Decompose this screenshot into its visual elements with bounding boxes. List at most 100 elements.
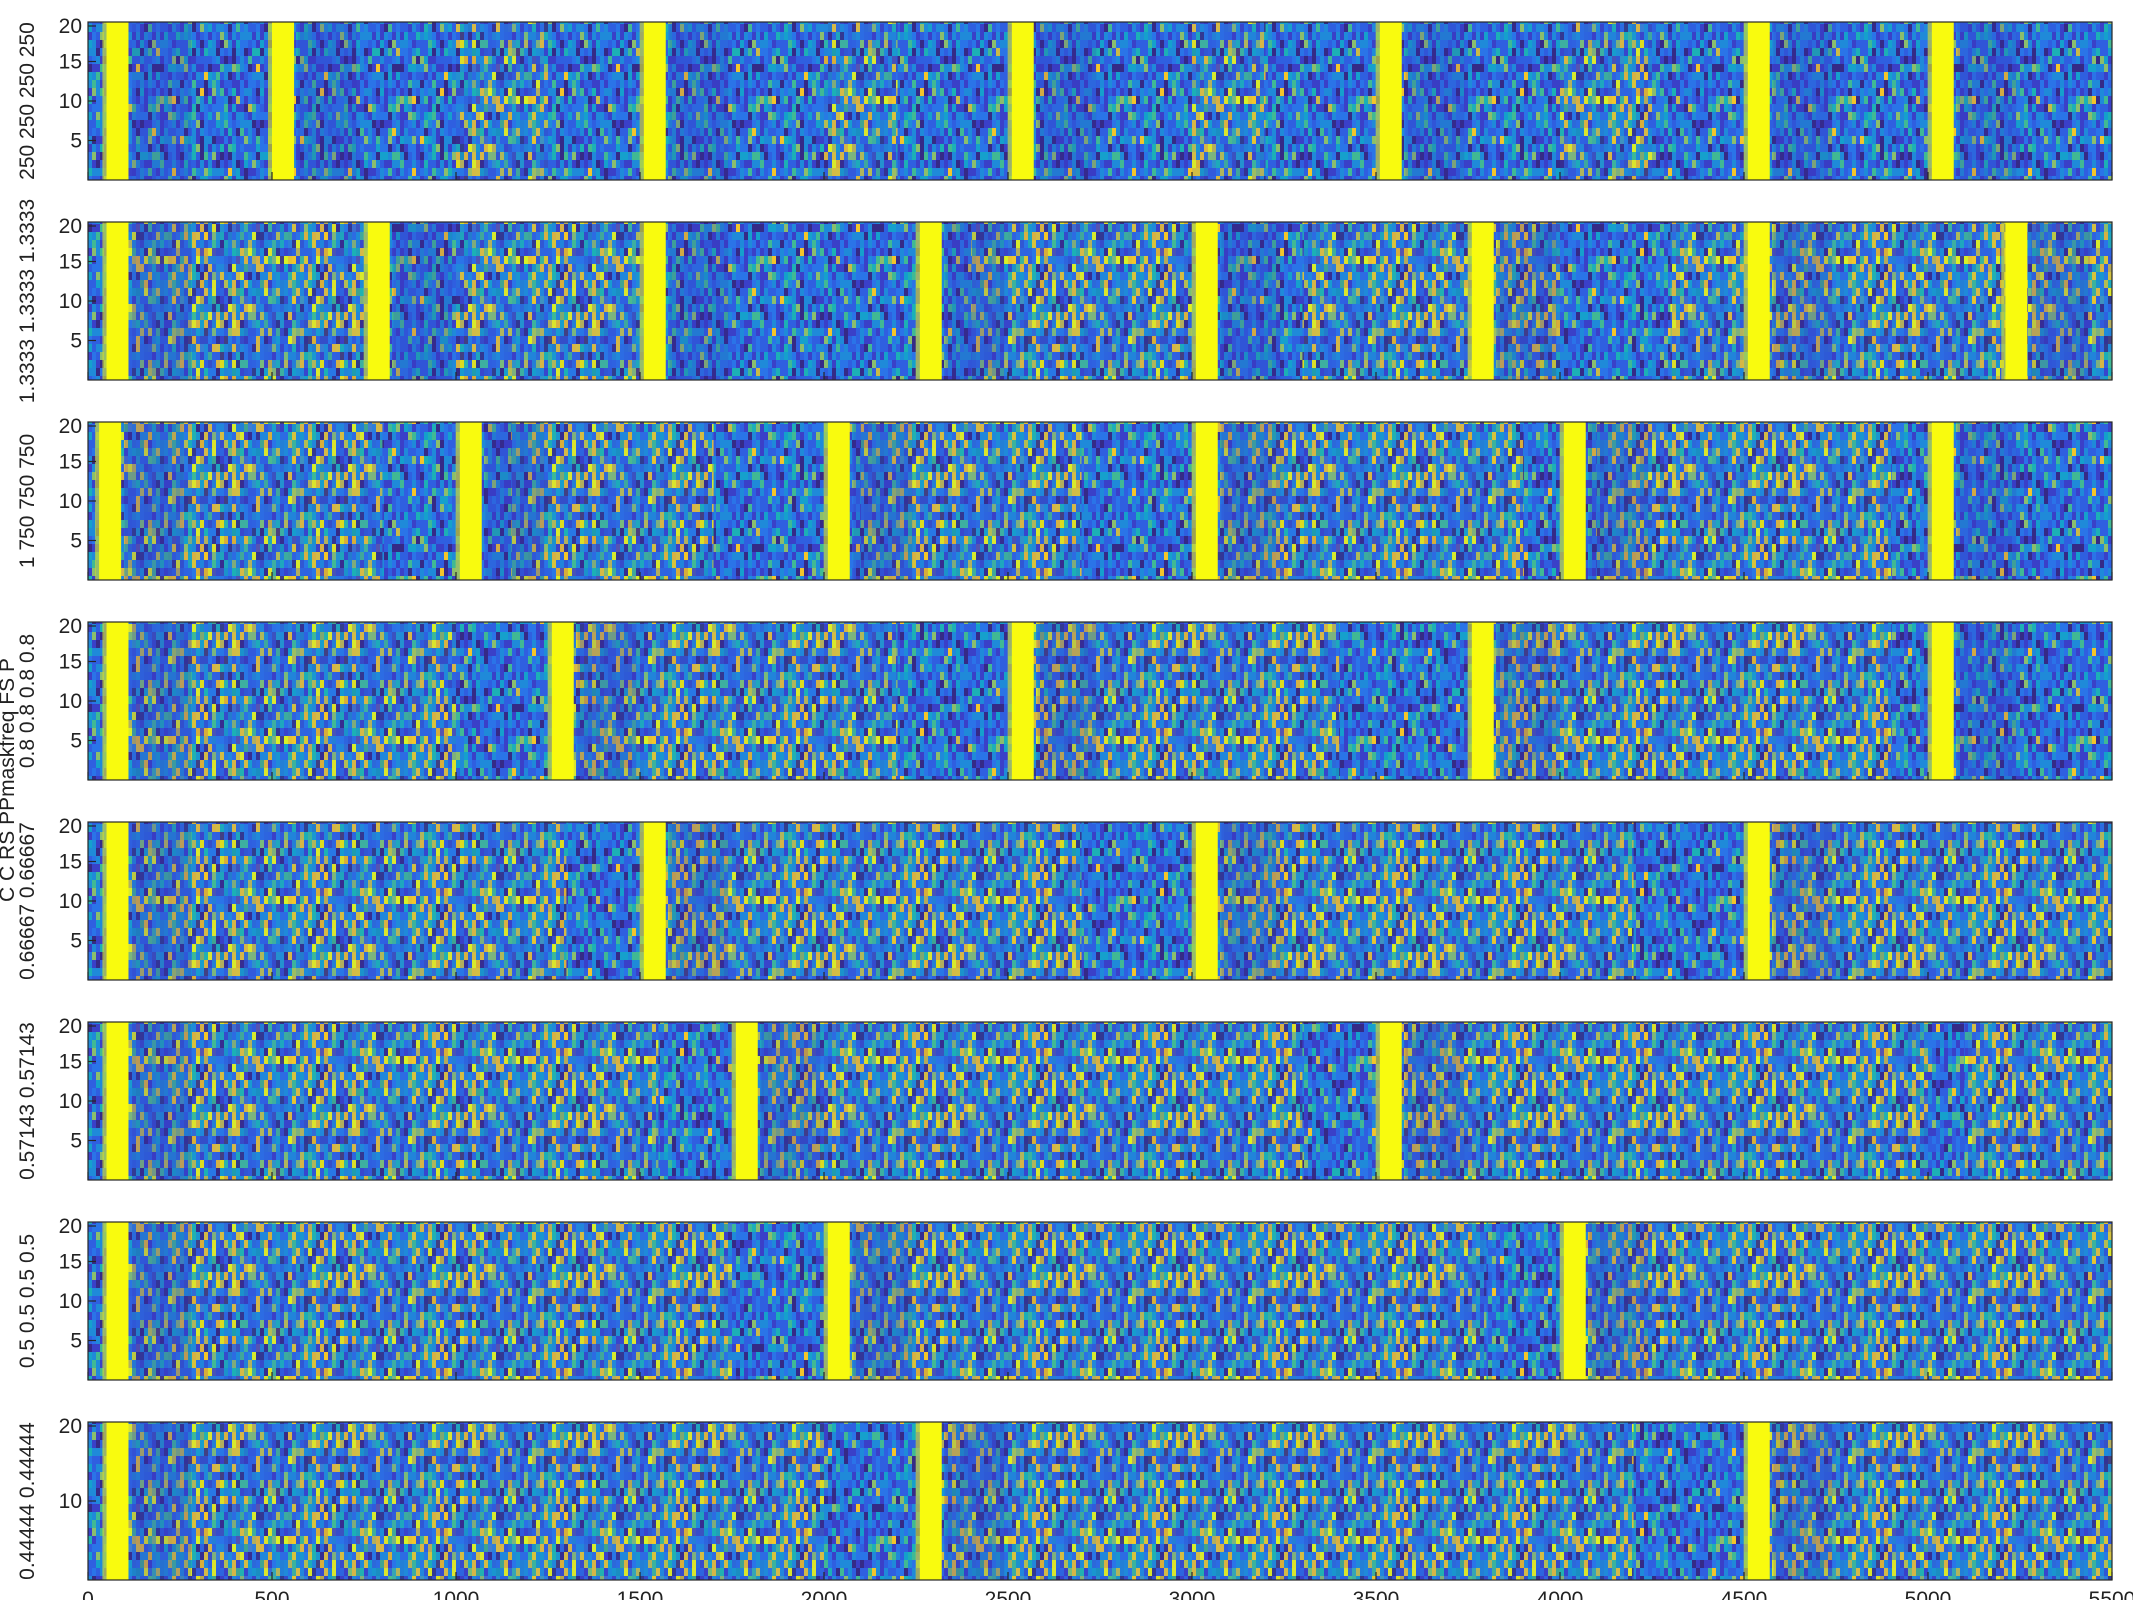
band-edge — [1375, 22, 1380, 180]
dark-shade — [1037, 622, 1097, 780]
speckle-region — [1214, 822, 1634, 980]
y-tick-label: 20 — [59, 1015, 82, 1038]
y-tick-label: 5 — [70, 530, 82, 553]
speckle-region — [1964, 1022, 2112, 1180]
band-edge — [102, 222, 107, 380]
speckle-region — [1560, 22, 1652, 180]
dark-shade — [485, 422, 545, 580]
band-edge — [1743, 822, 1748, 980]
speckle-region — [860, 422, 1082, 580]
band-edge — [639, 822, 644, 980]
bright-band — [99, 422, 122, 580]
bright-band — [1931, 22, 1954, 180]
panel-row-label: 1.3333 1.3333 1.3333 — [16, 199, 39, 403]
y-tick-label: 20 — [59, 615, 82, 638]
y-tick-label: 5 — [70, 130, 82, 153]
speckle-region — [1192, 22, 1266, 180]
band-edge — [1375, 1022, 1380, 1180]
speckle-region — [1766, 822, 2112, 980]
bright-band — [1563, 422, 1586, 580]
y-tick-label: 10 — [59, 90, 82, 113]
bright-band — [1195, 222, 1218, 380]
band-edge — [823, 422, 828, 580]
y-tick-label: 15 — [59, 1051, 82, 1074]
panel-row-label: 0.44444 0.44444 — [16, 1422, 39, 1580]
band-edge — [95, 422, 100, 580]
band-edge — [823, 1222, 828, 1380]
dark-shade — [577, 622, 637, 780]
bright-band — [272, 22, 295, 180]
bright-band — [2005, 222, 2028, 380]
band-edge — [102, 22, 107, 180]
bright-band — [643, 822, 666, 980]
x-tick-label: 5000 — [1905, 1588, 1952, 1600]
dark-shade — [1497, 222, 1557, 380]
speckle-region — [1582, 1222, 2112, 1380]
band-edge — [1559, 422, 1564, 580]
y-tick-label: 10 — [59, 1090, 82, 1113]
panel-row-label: 0.66667 0.66667 — [16, 822, 39, 980]
band-edge — [1007, 22, 1012, 180]
heatmap-panel: 5 10 15 20 1 750 750 750 — [16, 415, 2113, 581]
bright-band — [106, 22, 129, 180]
x-tick-label: 1500 — [617, 1588, 664, 1600]
y-tick-label: 5 — [70, 330, 82, 353]
speckle-region — [1766, 1422, 2112, 1580]
band-edge — [1007, 622, 1012, 780]
bright-band — [106, 822, 129, 980]
dark-shade — [669, 22, 729, 180]
bright-band — [106, 1422, 129, 1580]
y-tick-label: 20 — [59, 815, 82, 838]
dark-shade — [297, 22, 357, 180]
dark-shade — [132, 1222, 192, 1380]
dark-shade — [1497, 622, 1557, 780]
band-edge — [547, 622, 552, 780]
dark-shade — [132, 22, 192, 180]
band-edge — [268, 22, 272, 180]
heatmap-panel: 5 10 15 20 0.66667 0.66667 — [16, 815, 2113, 981]
speckle-region — [124, 1422, 825, 1580]
bright-band — [551, 622, 574, 780]
heatmap-panels: 5 10 15 20 250 250 250 250 5 10 15 20 1.3333 1.33… — [16, 15, 2113, 1581]
band-edge — [639, 222, 644, 380]
x-tick-label: 4000 — [1537, 1588, 1584, 1600]
band-edge — [455, 422, 460, 580]
speckle-region — [566, 622, 898, 780]
speckle-region — [124, 1022, 659, 1180]
bright-band — [1747, 822, 1770, 980]
bright-band — [735, 1022, 758, 1180]
x-tick-label: 0 — [82, 1588, 94, 1600]
bright-band — [919, 1422, 942, 1580]
speckle-region — [1030, 622, 1340, 780]
bright-band — [1195, 822, 1218, 980]
speckle-region — [124, 1222, 733, 1380]
speckle-region — [110, 422, 383, 580]
bright-band — [643, 22, 666, 180]
panel-row-label: 0.8 0.8 0.8 0.8 — [16, 634, 39, 768]
bright-band — [1747, 22, 1770, 180]
heatmap-panel: 5 10 15 20 0.5 0.5 0.5 0.5 — [16, 1215, 2113, 1381]
band-edge — [1927, 22, 1932, 180]
speckle-region — [934, 1422, 1634, 1580]
x-tick-label: 1000 — [433, 1588, 480, 1600]
dark-shade — [853, 1222, 913, 1380]
band-edge — [102, 1222, 107, 1380]
bright-band — [1563, 1222, 1586, 1380]
band-edge — [102, 1422, 107, 1580]
x-tick-label: 2500 — [985, 1588, 1032, 1600]
bright-band — [1747, 222, 1770, 380]
dark-shade — [945, 1422, 1005, 1580]
dark-shade — [945, 222, 1005, 380]
band-edge — [915, 1422, 920, 1580]
bright-band — [919, 222, 942, 380]
speckle-region — [124, 622, 457, 780]
dark-shade — [1405, 22, 1465, 180]
bright-band — [367, 222, 390, 380]
dark-shade — [1405, 1022, 1465, 1180]
x-tick-label: 5500 — [2089, 1588, 2133, 1600]
speckle-region — [124, 822, 567, 980]
band-edge — [1743, 1422, 1748, 1580]
bright-band — [1011, 622, 1034, 780]
bright-band — [1747, 1422, 1770, 1580]
bright-band — [1931, 622, 1954, 780]
